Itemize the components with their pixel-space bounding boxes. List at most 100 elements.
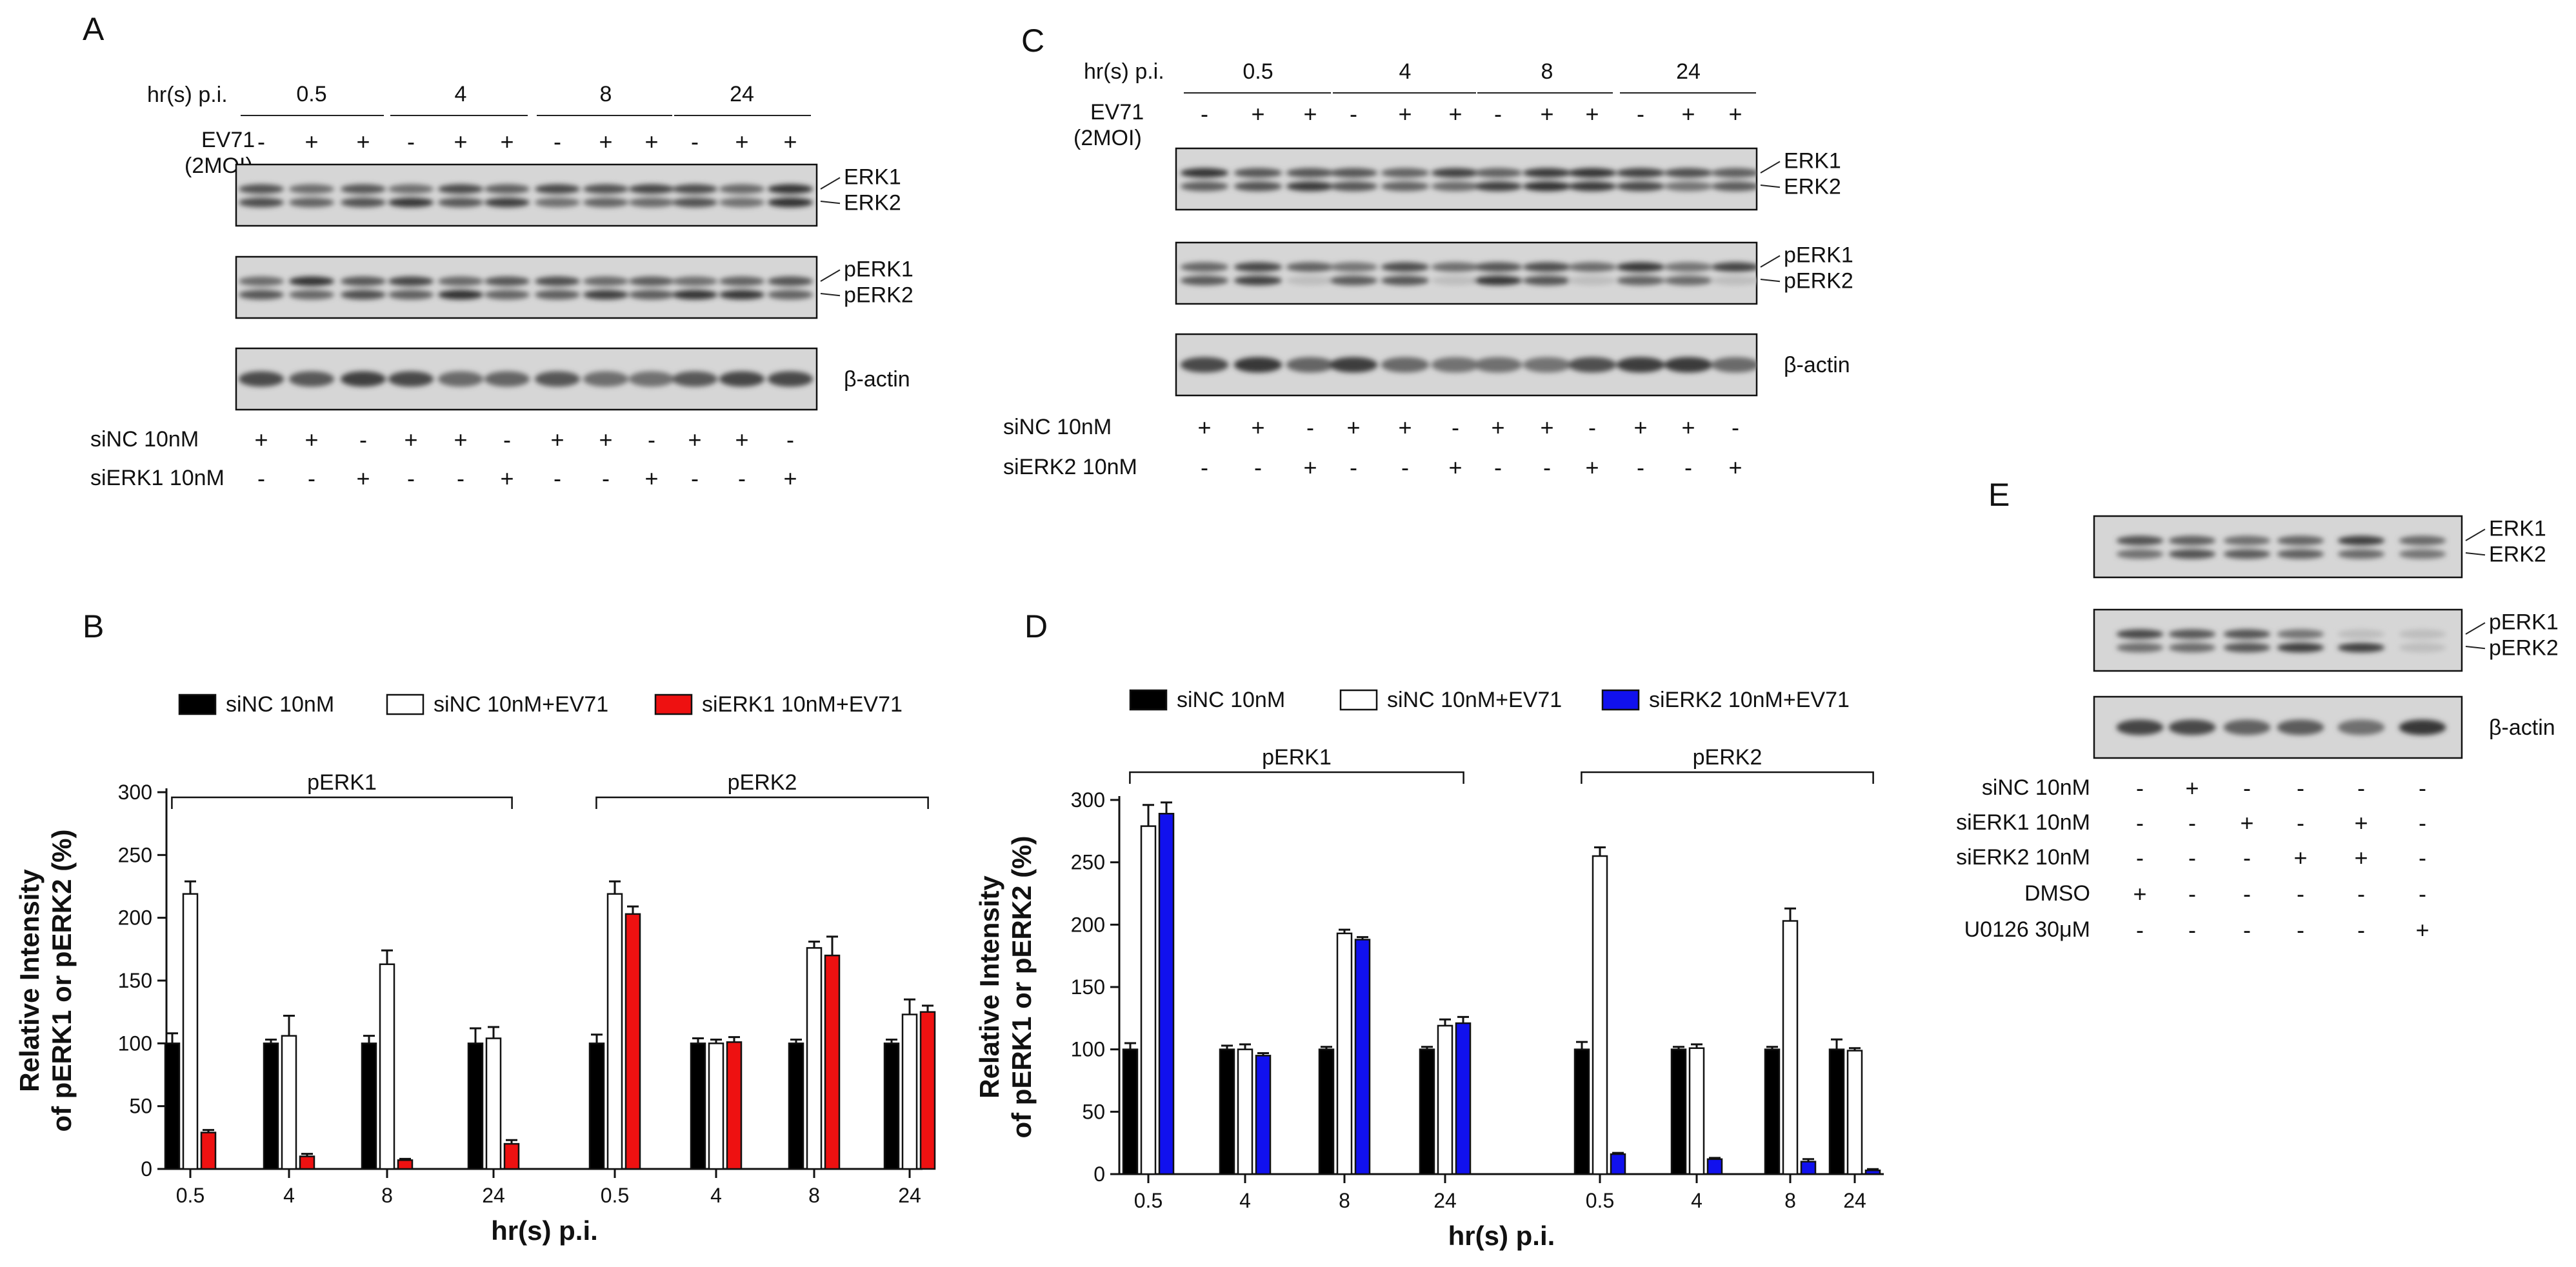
treatment-sign: -	[2136, 844, 2144, 871]
blot-band	[2277, 549, 2324, 559]
bar	[1688, 1047, 1705, 1175]
band-label: β-actin	[2489, 715, 2555, 740]
treatment-label: siERK2 10nM	[1956, 845, 2090, 870]
x-tick-label: 4	[710, 1184, 722, 1207]
band-pointer	[820, 201, 841, 205]
blot-band	[1180, 262, 1229, 272]
x-tick-label: 0.5	[1586, 1189, 1614, 1212]
blot-band	[1286, 357, 1335, 373]
ev71-label: EV71	[201, 128, 255, 152]
ev71-sign: +	[1303, 101, 1317, 127]
y-tick-label: 250	[118, 843, 152, 866]
x-tick-label: 8	[1339, 1189, 1350, 1212]
bar	[1140, 825, 1157, 1175]
blot-band	[484, 197, 530, 208]
blot-band	[2277, 629, 2324, 639]
bar	[1336, 932, 1353, 1175]
blot-band	[583, 276, 629, 286]
x-tick-label: 4	[1691, 1189, 1702, 1212]
blot-band	[1711, 357, 1757, 373]
blot-band	[2399, 629, 2446, 639]
blot-band	[628, 197, 675, 208]
treatment-sign: -	[2357, 881, 2365, 907]
treatment-label: DMSO	[2024, 881, 2090, 906]
blot-band	[1381, 181, 1430, 192]
blot-strip	[2093, 695, 2463, 759]
blot-band	[388, 290, 434, 300]
treatment-sign: -	[2243, 775, 2251, 801]
blot-band	[2223, 629, 2271, 639]
blot-band	[2399, 535, 2446, 546]
band-label: pERK2	[844, 283, 914, 307]
legend-swatch	[654, 693, 693, 715]
blot-band	[1664, 275, 1713, 286]
blot-band	[2168, 549, 2216, 559]
treatment-sign: -	[1306, 414, 1314, 441]
blot-band	[340, 290, 386, 300]
blot-band	[583, 184, 629, 194]
x-tick-label: 4	[1239, 1189, 1251, 1212]
blot-band	[1473, 357, 1523, 373]
treatment-sign: -	[308, 465, 315, 492]
blot-band	[719, 184, 765, 194]
y-tick-label: 0	[141, 1157, 152, 1181]
blot-band	[2168, 629, 2216, 639]
x-tick-label: 4	[283, 1184, 295, 1207]
blot-strip	[1175, 147, 1758, 211]
treatment-sign: +	[454, 426, 467, 453]
moi-label: (2MOI)	[1073, 126, 1142, 150]
treatment-sign: -	[2188, 844, 2196, 871]
bar	[1828, 1048, 1845, 1175]
blot-band	[1616, 262, 1665, 272]
treatment-sign: +	[1346, 414, 1360, 441]
treatment-sign: -	[1732, 414, 1739, 441]
bar	[1237, 1048, 1253, 1175]
ev71-sign: -	[554, 128, 561, 155]
treatment-sign: +	[2354, 844, 2368, 871]
bar	[690, 1043, 706, 1170]
treatment-sign: -	[1684, 454, 1692, 481]
blot-band	[2168, 643, 2216, 653]
treatment-sign: +	[2415, 917, 2429, 943]
band-label: pERK1	[844, 257, 914, 281]
treatment-sign: -	[1543, 454, 1551, 481]
blot-band	[2168, 719, 2216, 735]
x-tick-label: 24	[898, 1184, 921, 1207]
bar	[1419, 1048, 1435, 1175]
legend-label: siNC 10nM	[1177, 688, 1285, 712]
blot-band	[1568, 275, 1617, 286]
blot-band	[2116, 643, 2164, 653]
blot-band	[2399, 719, 2446, 735]
blot-band	[767, 276, 814, 286]
group-bracket	[1581, 771, 1874, 784]
hrs-label: hr(s) p.i.	[1084, 59, 1164, 84]
blot-band	[628, 184, 675, 194]
y-tick-label: 100	[118, 1032, 152, 1055]
treatment-sign: +	[254, 426, 268, 453]
ev71-sign: -	[1201, 101, 1208, 127]
bar	[503, 1142, 520, 1170]
panel-c-western-blot: Chr(s) p.i. 0.5 4 8 24 EV71(2MOI) - + + - + + - + + - + +…	[1003, 23, 1853, 481]
blot-band	[1616, 181, 1665, 192]
blot-band	[2223, 549, 2271, 559]
blot-band	[484, 184, 530, 194]
blot-band	[1329, 262, 1378, 272]
blot-band	[2116, 535, 2164, 546]
blot-band	[437, 276, 484, 286]
blot-frame	[1175, 241, 1758, 305]
blot-band	[2337, 535, 2385, 546]
x-tick-label: 0.5	[176, 1184, 205, 1207]
ev71-sign: +	[1251, 101, 1264, 127]
blot-band	[340, 184, 386, 194]
band-pointer	[1760, 279, 1781, 283]
blot-band	[238, 184, 285, 194]
treatment-sign: +	[2185, 775, 2199, 801]
treatment-sign: +	[1197, 414, 1211, 441]
blot-band	[1431, 168, 1480, 178]
blot-band	[238, 371, 285, 387]
blot-band	[340, 371, 386, 387]
treatment-label: siNC 10nM	[1982, 775, 2090, 800]
blot-band	[767, 184, 814, 194]
y-tick-label: 50	[1082, 1100, 1105, 1123]
